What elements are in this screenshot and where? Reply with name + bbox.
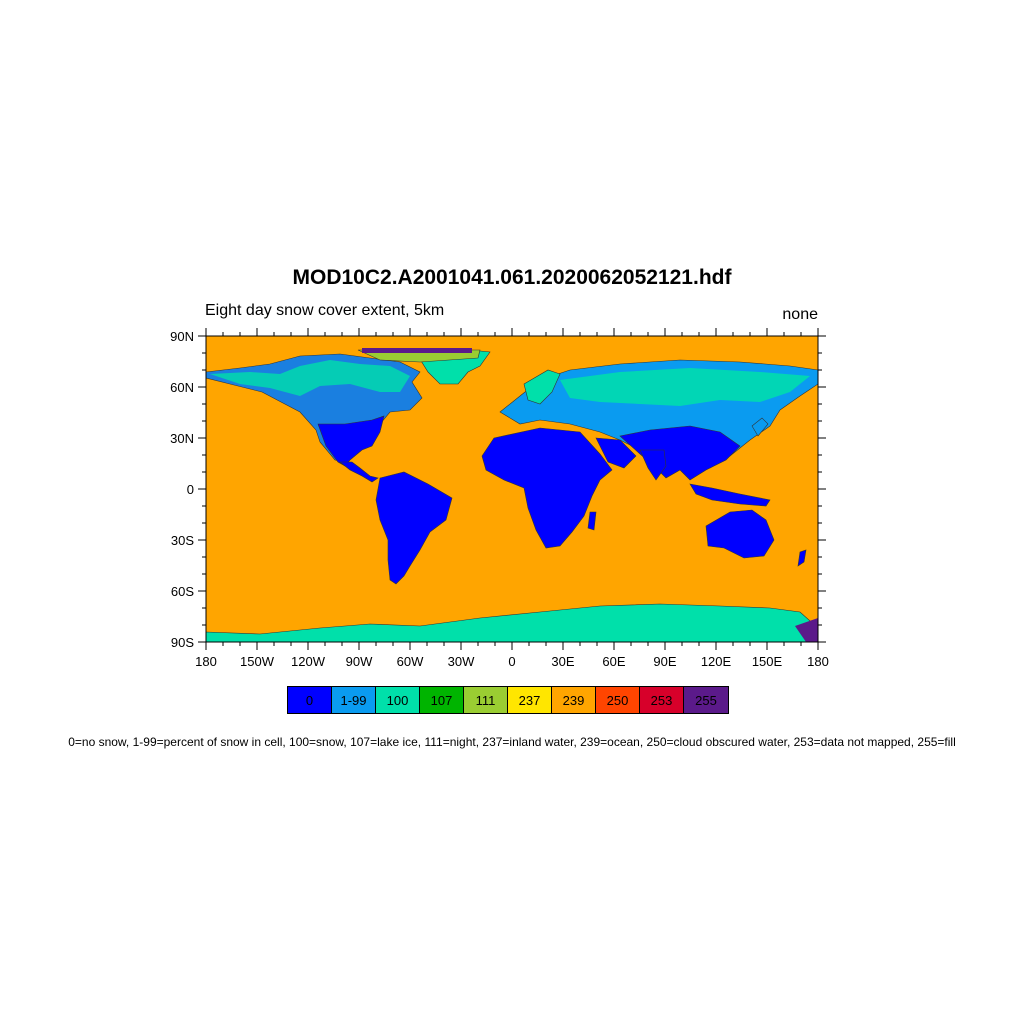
australia — [705, 509, 775, 559]
y-tick-label: 0 — [187, 482, 194, 497]
x-tick-label: 30E — [551, 654, 574, 669]
india — [639, 449, 667, 481]
legend-item: 239 — [552, 687, 596, 713]
arctic-fill — [362, 348, 472, 353]
y-axis: 90N 60N 30N 0 30S 60S 90S — [170, 329, 826, 650]
legend-item: 100 — [376, 687, 420, 713]
y-tick-label: 60S — [171, 584, 194, 599]
x-tick-label: 60E — [602, 654, 625, 669]
x-tick-label: 60W — [397, 654, 424, 669]
x-tick-label: 120E — [701, 654, 732, 669]
x-tick-label: 120W — [291, 654, 326, 669]
x-tick-label: 30W — [448, 654, 475, 669]
units-label: none — [782, 306, 818, 323]
antarctic-fill — [795, 618, 818, 642]
central-america — [339, 461, 379, 483]
map-subtitle: Eight day snow cover extent, 5km — [205, 302, 445, 319]
y-tick-label: 90S — [171, 635, 194, 650]
arabia — [595, 437, 637, 469]
y-tick-label: 30S — [171, 533, 194, 548]
snow-patches-na — [210, 360, 410, 396]
legend-caption: 0=no snow, 1-99=percent of snow in cell,… — [68, 735, 956, 749]
scandinavia — [523, 369, 561, 405]
eurasia-snow — [560, 368, 810, 406]
north-america-south — [317, 415, 385, 467]
new-zealand — [797, 549, 807, 567]
legend-item: 237 — [508, 687, 552, 713]
madagascar — [587, 511, 597, 531]
africa — [481, 427, 613, 549]
x-tick-label: 180 — [807, 654, 829, 669]
x-tick-label: 0 — [508, 654, 515, 669]
x-tick-label: 90E — [653, 654, 676, 669]
y-tick-label: 30N — [170, 431, 194, 446]
japan — [751, 417, 769, 437]
x-tick-label: 150W — [240, 654, 275, 669]
legend-item: 253 — [640, 687, 684, 713]
map-title: MOD10C2.A2001041.061.2020062052121.hdf — [292, 266, 732, 289]
legend-item: 1-99 — [332, 687, 376, 713]
colorbar-legend: 0 1-99 100 107 111 237 239 250 253 255 — [287, 686, 729, 714]
x-tick-label: 180 — [195, 654, 217, 669]
x-axis: 180 150W 120W 90W 60W 30W 0 30E 60E 90E 120E 150E 18… — [195, 328, 829, 669]
legend-item: 250 — [596, 687, 640, 713]
x-tick-label: 90W — [346, 654, 373, 669]
y-tick-label: 90N — [170, 329, 194, 344]
legend-item: 255 — [684, 687, 728, 713]
map-area — [205, 335, 819, 643]
legend-item: 111 — [464, 687, 508, 713]
indonesia — [689, 483, 771, 507]
x-tick-label: 150E — [752, 654, 783, 669]
legend-item: 0 — [288, 687, 332, 713]
y-tick-label: 60N — [170, 380, 194, 395]
south-america — [375, 471, 453, 585]
legend-item: 107 — [420, 687, 464, 713]
